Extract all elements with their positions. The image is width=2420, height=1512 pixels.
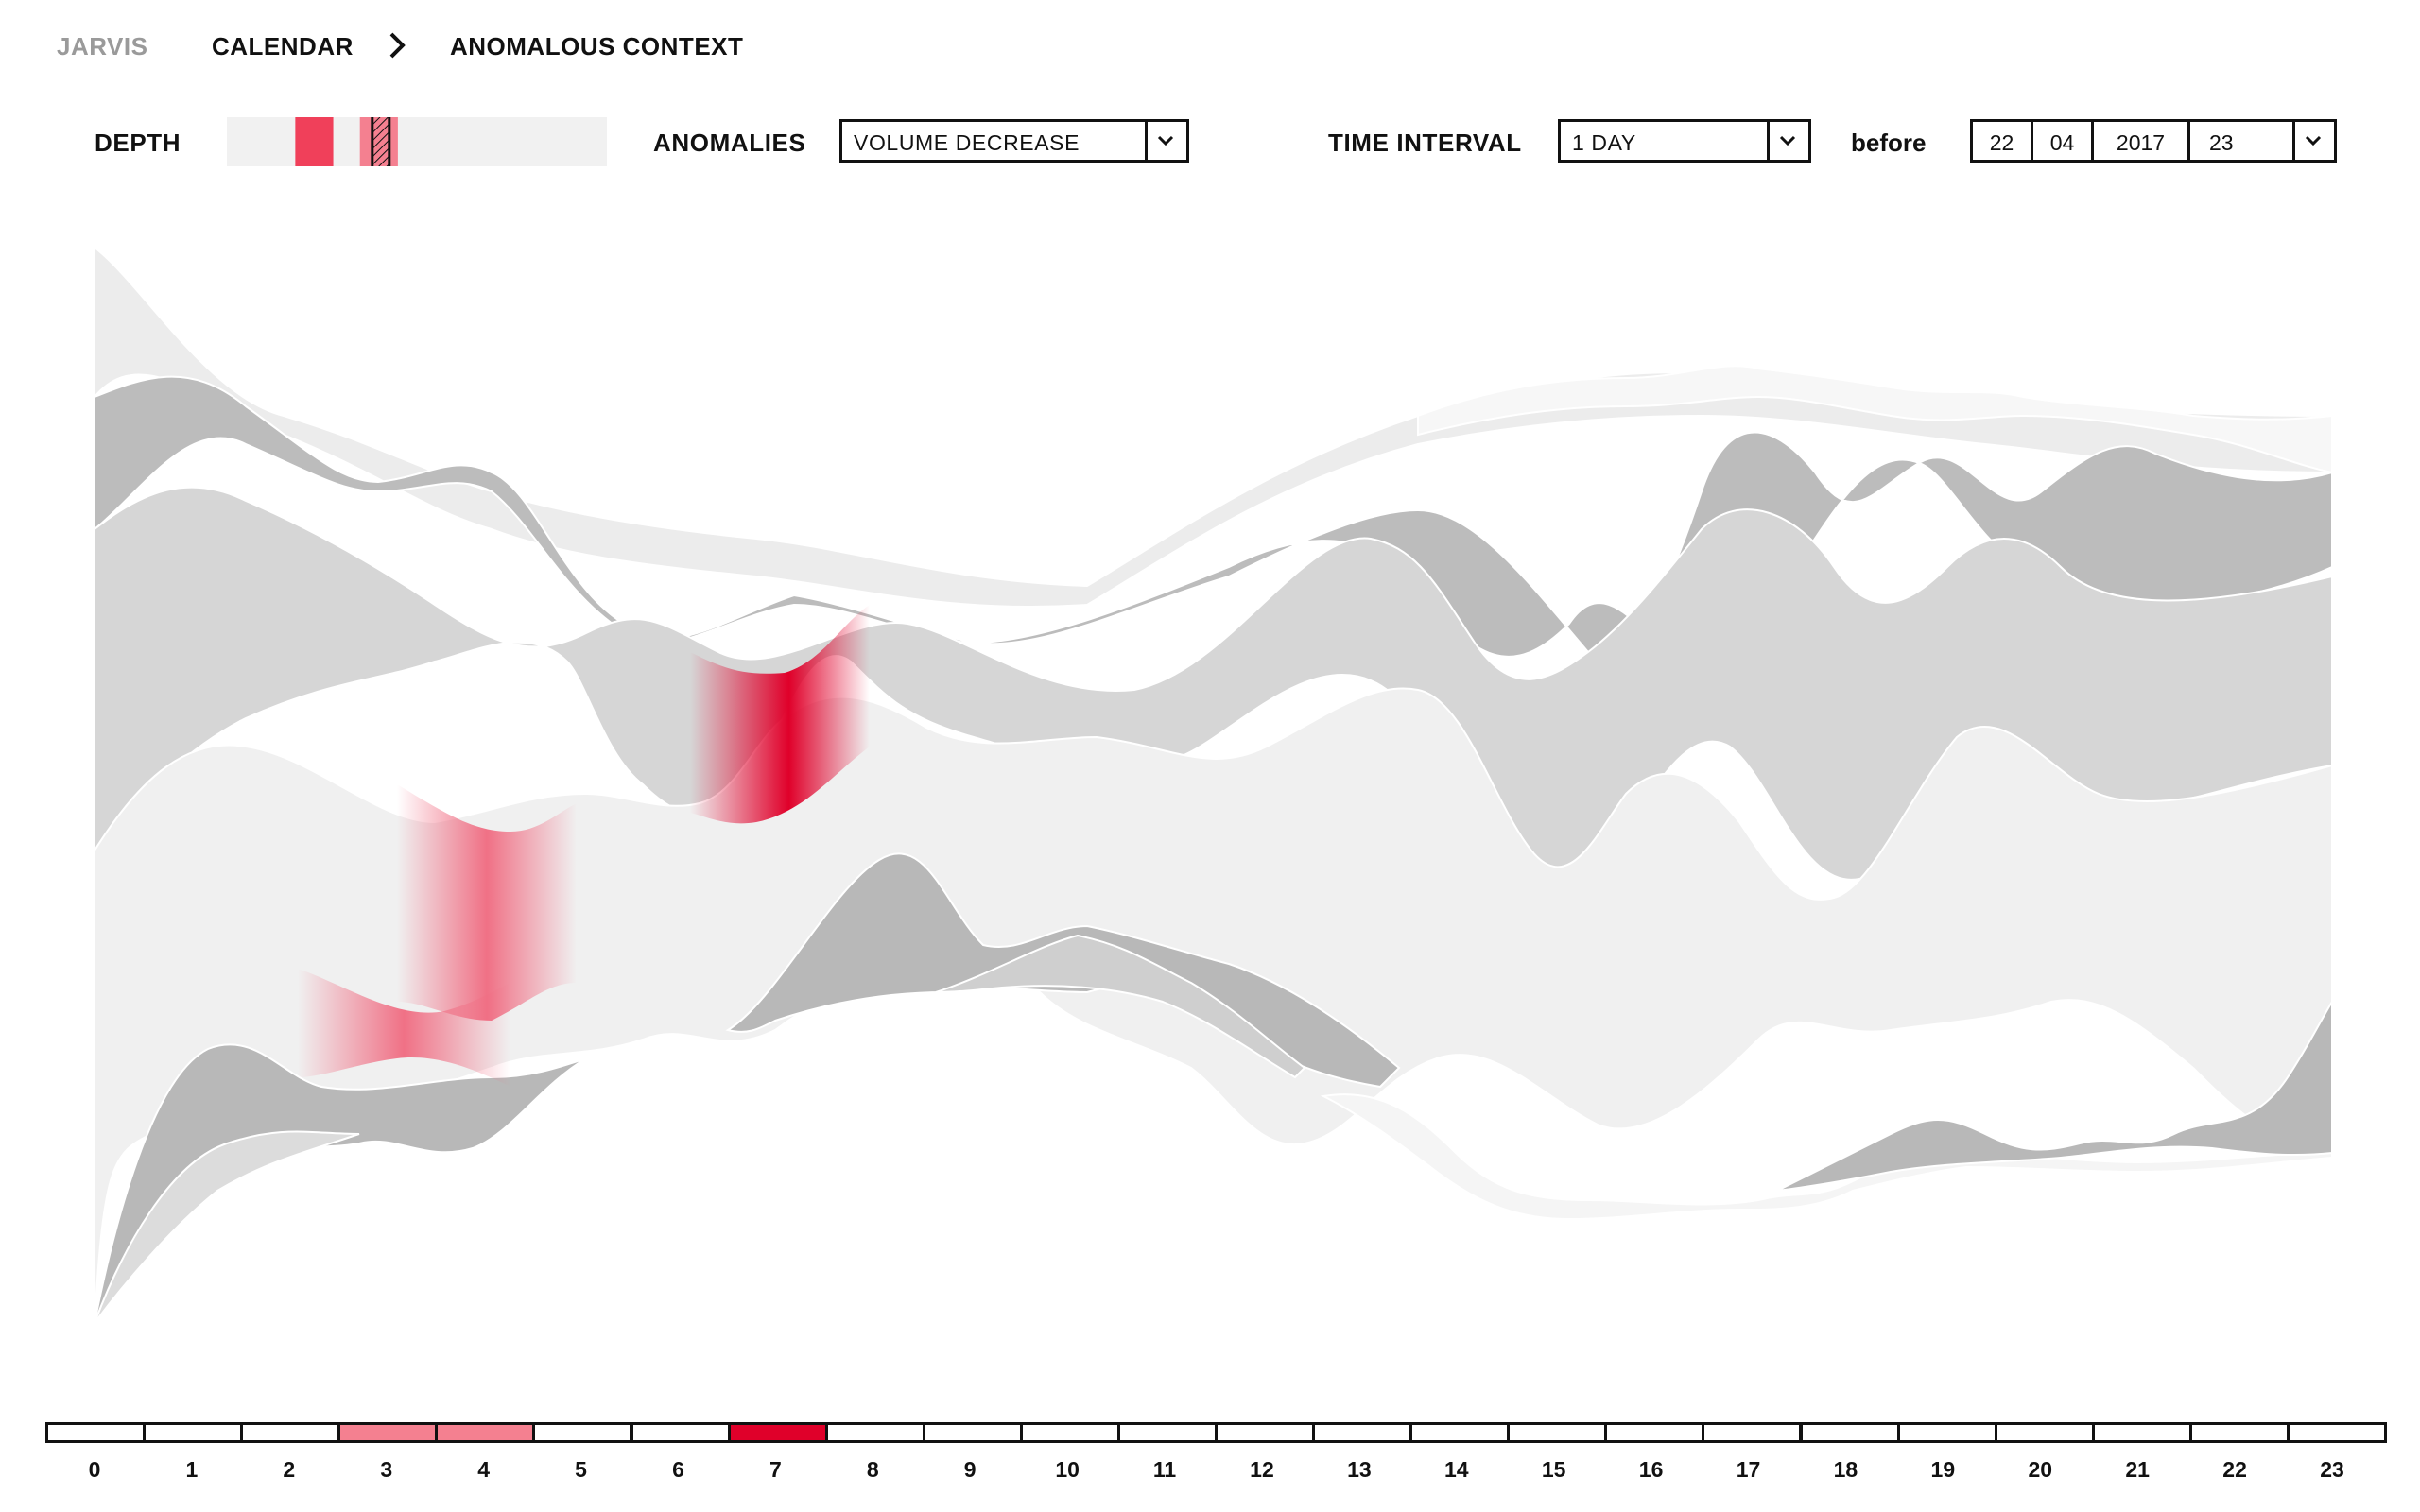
timeline-hour-label: 9 xyxy=(963,1457,977,1482)
timeline-hour-cell[interactable] xyxy=(1312,1422,1413,1443)
anomalies-value: VOLUME DECREASE xyxy=(854,130,1080,155)
timeline-hour-label: 7 xyxy=(769,1457,782,1482)
timeline-hour-label: 6 xyxy=(672,1457,684,1482)
timeline-hour-label: 2 xyxy=(283,1457,296,1482)
date-dropdown-button[interactable] xyxy=(2292,122,2334,160)
timeline-hour-cell[interactable] xyxy=(2188,1422,2290,1443)
timeline-hour-cell[interactable] xyxy=(727,1422,828,1443)
timeline-hour-cell[interactable] xyxy=(824,1422,925,1443)
chevron-down-icon xyxy=(1157,135,1174,146)
stream-layer xyxy=(1417,365,2333,474)
timeline-hour-cell[interactable] xyxy=(1507,1422,1608,1443)
stream-layer xyxy=(94,1130,360,1324)
timeline-hour-cell[interactable] xyxy=(2091,1422,2192,1443)
chevron-down-icon xyxy=(1779,135,1796,146)
timeline-hour-cell[interactable] xyxy=(1994,1422,2095,1443)
chevron-down-icon xyxy=(2305,135,2322,146)
anomalies-select[interactable]: VOLUME DECREASE xyxy=(839,119,1189,163)
timeline-hour-label: 23 xyxy=(2320,1457,2344,1482)
streamgraph[interactable] xyxy=(0,0,2420,1418)
depth-slider[interactable] xyxy=(227,117,607,166)
timeline-hour-cell[interactable] xyxy=(532,1422,633,1443)
timeline-hour-cell[interactable] xyxy=(1799,1422,1900,1443)
timeline-hour-label: 20 xyxy=(2028,1457,2053,1482)
timeline-hour-cell[interactable] xyxy=(1604,1422,1705,1443)
timeline-hour-label: 13 xyxy=(1347,1457,1372,1482)
chevron-right-icon xyxy=(389,32,406,59)
timeline-hour-label: 11 xyxy=(1152,1457,1177,1482)
timeline-hour-label: 1 xyxy=(185,1457,199,1482)
time-interval-label: TIME INTERVAL xyxy=(1328,129,1522,157)
timeline-hour-cell[interactable] xyxy=(1409,1422,1511,1443)
timeline-hour-label: 21 xyxy=(2125,1457,2150,1482)
date-month[interactable]: 04 xyxy=(2033,122,2094,160)
depth-label: DEPTH xyxy=(95,129,182,157)
timeline-hour-label: 12 xyxy=(1250,1457,1274,1482)
timeline-hour-label: 3 xyxy=(380,1457,393,1482)
timeline-hour-label: 19 xyxy=(1930,1457,1956,1482)
timeline-hour-cell[interactable] xyxy=(1116,1422,1218,1443)
timeline-hour-label: 18 xyxy=(1833,1457,1858,1482)
timeline-hour-cell[interactable] xyxy=(1702,1422,1803,1443)
timeline-hour-cell[interactable] xyxy=(337,1422,439,1443)
date-hour[interactable]: 23 xyxy=(2209,130,2234,155)
date-picker[interactable]: 22 04 2017 23 xyxy=(1970,119,2337,163)
timeline-hour-cell[interactable] xyxy=(1896,1422,1997,1443)
timeline-hour-cell[interactable] xyxy=(45,1422,147,1443)
app-name[interactable]: JARVIS xyxy=(57,32,148,60)
breadcrumb-calendar[interactable]: CALENDAR xyxy=(212,32,354,60)
stream-layer xyxy=(935,934,1306,1079)
timeline-hour-cell[interactable] xyxy=(143,1422,244,1443)
time-interval-select[interactable]: 1 DAY xyxy=(1558,119,1811,163)
timeline-hour-label: 0 xyxy=(88,1457,101,1482)
depth-slider-handle[interactable] xyxy=(371,117,391,166)
stream-layer xyxy=(1320,1093,2333,1221)
time-interval-value: 1 DAY xyxy=(1572,130,1636,155)
timeline-hour-cell[interactable] xyxy=(1215,1422,1316,1443)
anomaly-highlight-hour-7[interactable] xyxy=(690,605,870,824)
timeline-hour-label: 22 xyxy=(2222,1457,2247,1482)
timeline-hour-label: 10 xyxy=(1055,1457,1080,1482)
anomalies-dropdown-button[interactable] xyxy=(1145,122,1186,160)
timeline-hour-label: 15 xyxy=(1541,1457,1566,1482)
timeline-hour-cell[interactable] xyxy=(922,1422,1023,1443)
timeline-hour-label: 5 xyxy=(575,1457,587,1482)
before-label: before xyxy=(1851,129,1927,157)
timeline-hour-label: 8 xyxy=(866,1457,879,1482)
page-title: ANOMALOUS CONTEXT xyxy=(450,32,744,60)
timeline-hour-cell[interactable] xyxy=(240,1422,341,1443)
timeline-hour-cell[interactable] xyxy=(2286,1422,2387,1443)
timeline-hour-label: 16 xyxy=(1638,1457,1664,1482)
timeline-hour-label: 4 xyxy=(477,1457,491,1482)
date-year[interactable]: 2017 xyxy=(2094,122,2190,160)
date-day[interactable]: 22 xyxy=(1973,122,2033,160)
timeline-hour-cell[interactable] xyxy=(435,1422,536,1443)
timeline-hour-cell[interactable] xyxy=(1019,1422,1120,1443)
anomalies-label: ANOMALIES xyxy=(653,129,806,157)
time-interval-dropdown-button[interactable] xyxy=(1767,122,1808,160)
timeline-hour-label: 17 xyxy=(1736,1457,1761,1482)
stream-layer xyxy=(1776,998,2333,1192)
anomaly-highlight-hour-4[interactable] xyxy=(397,784,577,1021)
timeline-hour-cell[interactable] xyxy=(630,1422,731,1443)
depth-anomaly-mark xyxy=(295,117,334,166)
anomaly-highlight-hour-3[interactable] xyxy=(298,969,510,1087)
timeline-hour-label: 14 xyxy=(1443,1457,1469,1482)
